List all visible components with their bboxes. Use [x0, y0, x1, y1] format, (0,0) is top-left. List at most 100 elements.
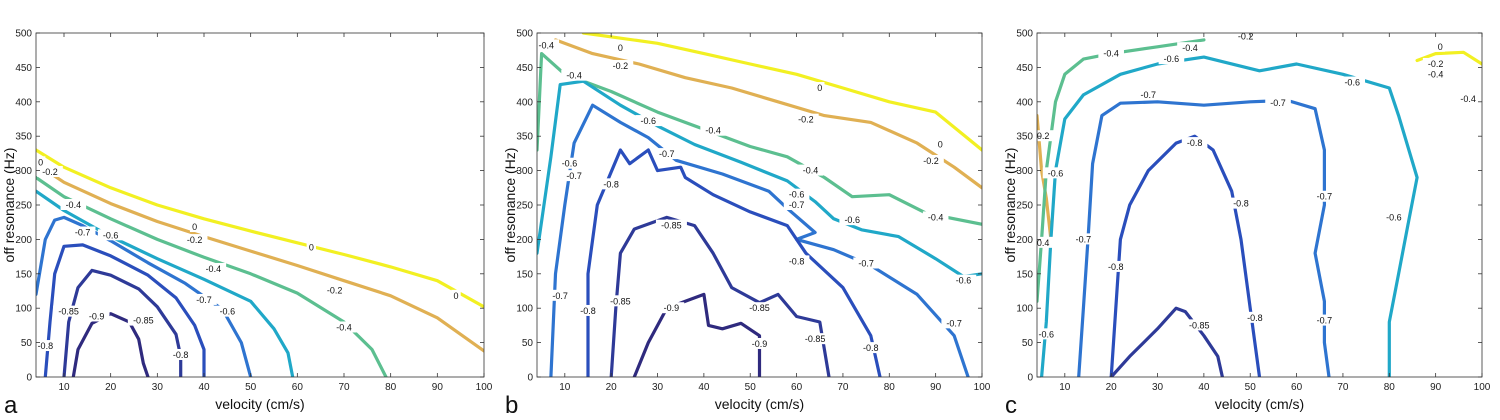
contour-label-bg — [1070, 233, 1097, 245]
x-tick-label: 70 — [338, 382, 350, 393]
contour-label: -0.9 — [664, 303, 680, 313]
x-tick-label: 20 — [1106, 382, 1118, 393]
contour-label: -0.8 — [603, 179, 619, 189]
contour-label-bg — [69, 226, 96, 238]
contour-label: -0.6 — [844, 215, 860, 225]
contour-label-bg — [918, 154, 944, 166]
y-tick-label: 300 — [1016, 166, 1033, 177]
contour-label: -0.7 — [552, 291, 568, 301]
contour-label-bg — [181, 234, 208, 246]
contour-label: -0.85 — [805, 334, 826, 344]
contour-label-bg — [189, 221, 200, 233]
contour-label: -0.2 — [1238, 31, 1254, 41]
x-tick-label: 80 — [884, 382, 896, 393]
contour-label: -0.4 — [1103, 49, 1119, 59]
x-axis-label: velocity (cm/s) — [215, 396, 304, 412]
contour-label: -0.9 — [752, 339, 768, 349]
y-tick-label: 100 — [15, 304, 32, 315]
contour-label: -0.4 — [705, 126, 721, 136]
contour-line — [43, 243, 206, 377]
contour-label-bg — [167, 348, 194, 360]
contour-line — [36, 215, 253, 377]
contour-label-bg — [950, 274, 977, 286]
y-tick-label: 200 — [1016, 235, 1033, 246]
contour-label-bg — [783, 199, 810, 210]
contour-label: -0.8 — [1187, 138, 1203, 148]
contour-line — [1109, 306, 1224, 377]
y-axis-label: off resonance (Hz) — [1002, 148, 1018, 263]
contour-label-bg — [97, 229, 124, 241]
x-tick-label: 30 — [152, 382, 164, 393]
contour-label: -0.7 — [659, 149, 675, 159]
contour-label: 0 — [38, 157, 43, 167]
contour-label: -0.2 — [1428, 59, 1444, 69]
x-tick-label: 90 — [432, 382, 444, 393]
contour-label-bg — [1098, 47, 1124, 59]
contour-line — [36, 162, 484, 353]
contour-label: -0.2 — [613, 61, 629, 71]
x-tick-label: 50 — [1245, 382, 1257, 393]
contour-label: -0.6 — [562, 159, 578, 169]
contour-label-bg — [1232, 33, 1259, 42]
contour-label: -0.6 — [789, 190, 805, 200]
contour-label: -0.6 — [220, 307, 236, 317]
y-tick-label: 400 — [1016, 97, 1033, 108]
y-axis-label: off resonance (Hz) — [502, 148, 518, 263]
contour-line — [36, 175, 388, 377]
contour-label: -0.8 — [1233, 199, 1249, 209]
contour-label: -0.6 — [1039, 329, 1055, 339]
contour-label-bg — [700, 124, 726, 136]
x-tick-label: 10 — [58, 382, 70, 393]
contour-label-bg — [1265, 97, 1291, 109]
contour-label: -0.2 — [923, 156, 939, 166]
contour-label: -0.7 — [1317, 316, 1333, 326]
contour-label: -0.4 — [336, 322, 352, 332]
panel-letter: a — [4, 392, 18, 419]
contour-label-bg — [815, 82, 825, 94]
contour-label: -0.85 — [58, 307, 79, 317]
y-tick-label: 150 — [15, 269, 32, 280]
contour-line — [62, 268, 183, 377]
contour-label: -0.4 — [566, 71, 582, 81]
contour-label: -0.7 — [1076, 234, 1092, 244]
contour-label-bg — [1422, 68, 1449, 80]
x-tick-label: 60 — [1291, 382, 1303, 393]
contour-label-bg — [1181, 137, 1208, 149]
contour-label-bg — [839, 214, 866, 226]
contour-label-bg — [1339, 76, 1366, 88]
contour-label-bg — [853, 257, 879, 269]
contour-label: -0.7 — [858, 258, 874, 268]
contour-label: 0 — [618, 43, 623, 53]
contour-label-bg — [1037, 236, 1055, 248]
contour-label: -0.6 — [640, 116, 656, 126]
contour-label: -0.6 — [1048, 168, 1064, 178]
contour-label: 0 — [938, 139, 943, 149]
contour-lines: 0-0.2-0.2-0.2-0.4-0.4-0.4-0.4-0.4-0.6-0.… — [1034, 31, 1482, 377]
contour-label: -0.85 — [749, 303, 770, 313]
contour-line — [1077, 98, 1331, 377]
contour-label-bg — [60, 199, 87, 210]
x-tick-label: 40 — [698, 382, 710, 393]
contour-label-bg — [331, 321, 357, 333]
contour-label-bg — [547, 289, 573, 301]
contour-label: -0.4 — [1182, 43, 1198, 53]
contour-label: -0.4 — [1428, 69, 1444, 79]
contour-line — [632, 292, 762, 377]
contour-label: -0.4 — [928, 212, 944, 222]
contour-label: -0.6 — [1386, 212, 1402, 222]
plot-area — [36, 33, 484, 377]
contour-label: -0.8 — [173, 350, 189, 360]
contour-label-bg — [214, 305, 241, 317]
contour-label: -0.8 — [1108, 262, 1124, 272]
contour-label: -0.8 — [580, 306, 596, 316]
contour-label: 0 — [817, 83, 822, 93]
y-tick-label: 450 — [15, 63, 32, 74]
contour-label: -0.6 — [103, 230, 119, 240]
y-tick-label: 250 — [1016, 201, 1033, 212]
contour-label-bg — [935, 138, 945, 150]
y-tick-label: 0 — [26, 373, 32, 384]
y-tick-label: 500 — [15, 29, 32, 40]
contour-label-bg — [306, 241, 317, 253]
x-axis-label: velocity (cm/s) — [715, 396, 804, 412]
contour-label: -0.4 — [1034, 238, 1050, 248]
